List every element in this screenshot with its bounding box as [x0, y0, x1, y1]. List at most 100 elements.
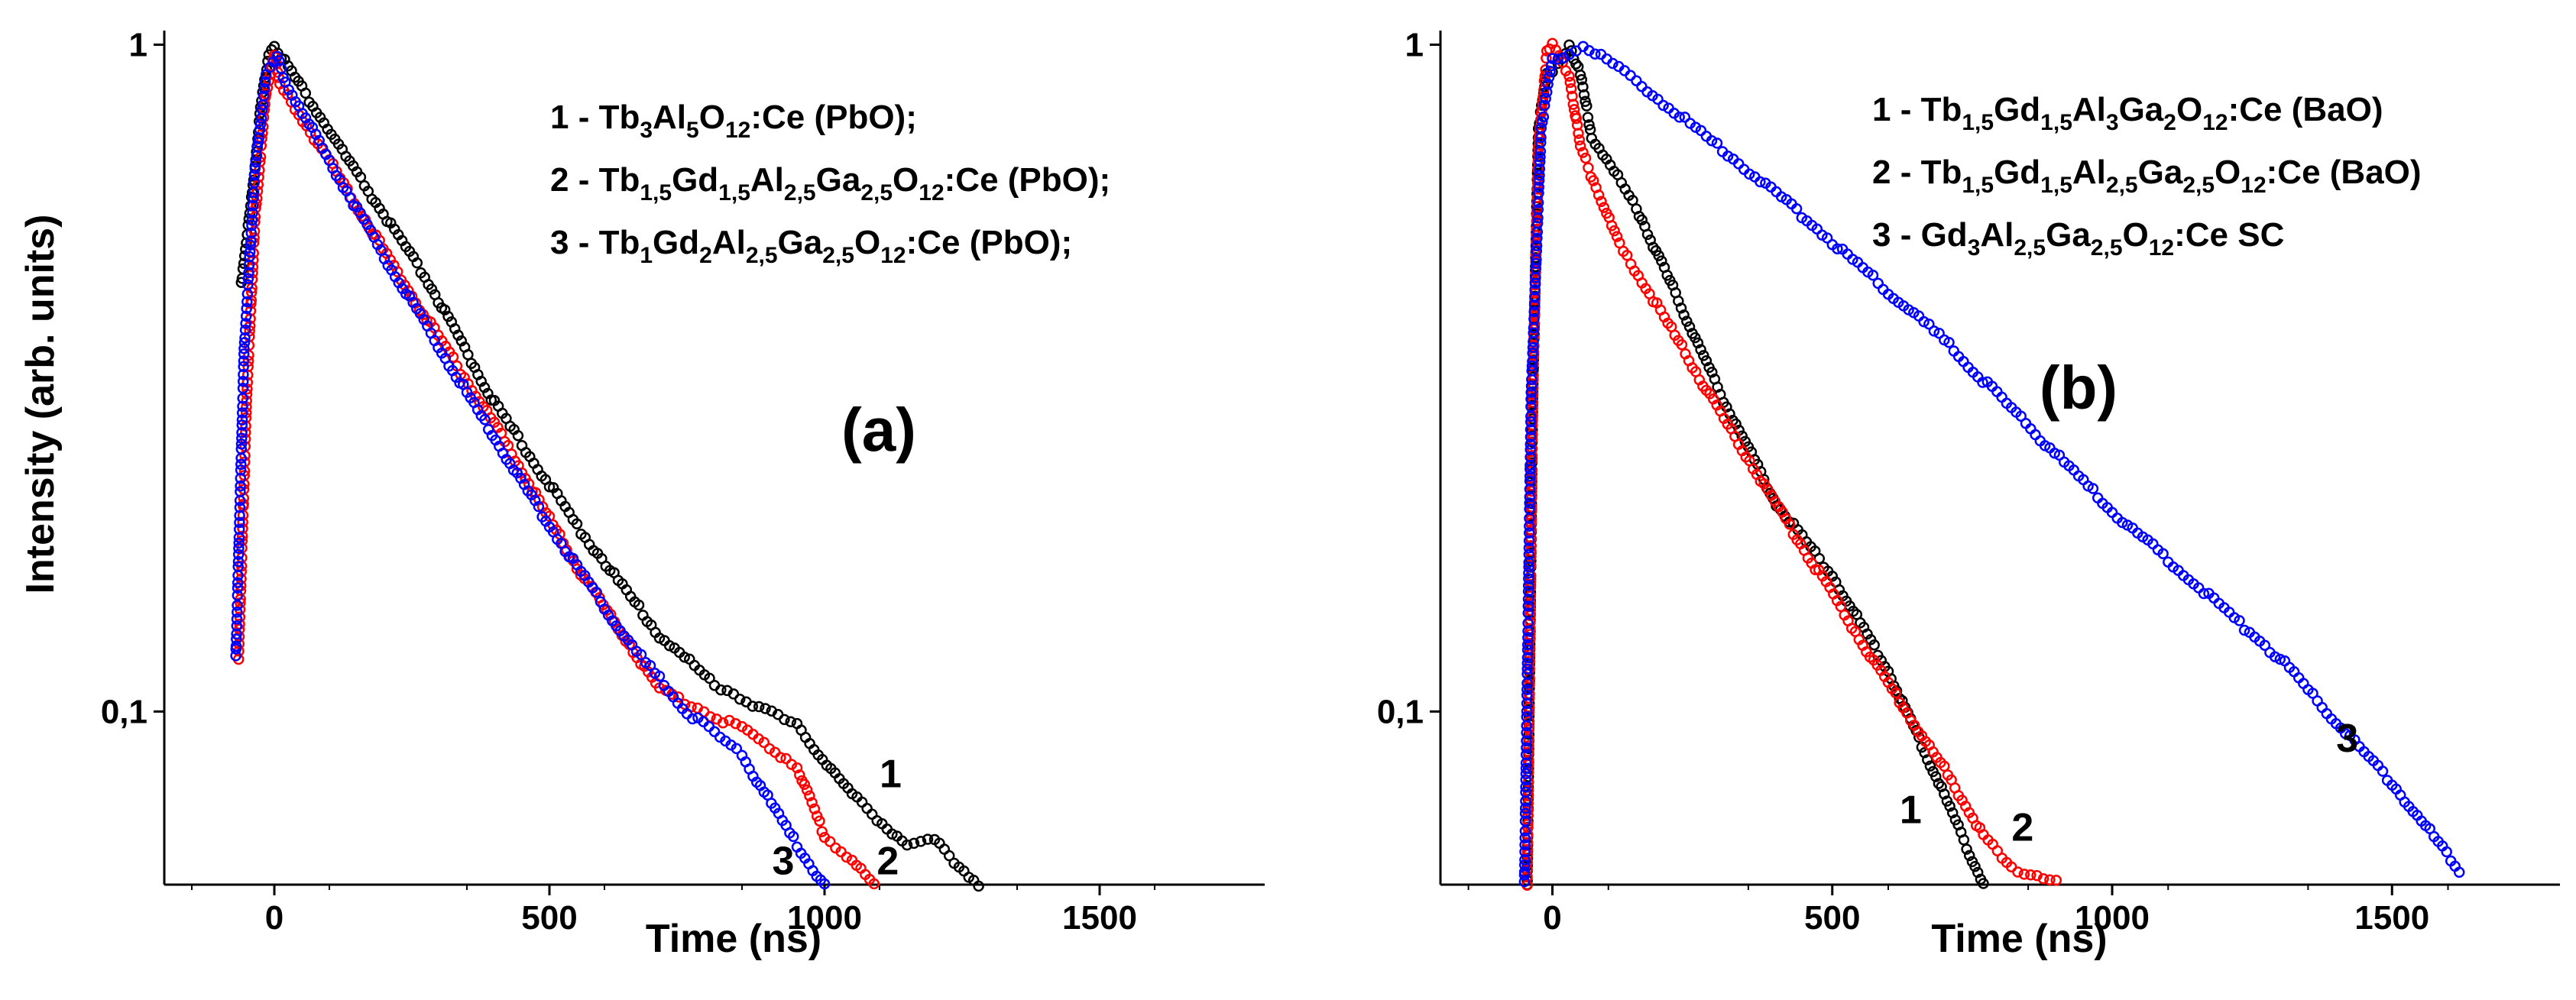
legend-text-part: Gd	[1994, 91, 2040, 128]
data-point	[780, 752, 792, 765]
data-point	[283, 84, 295, 95]
legend-subscript: 12	[2241, 173, 2266, 198]
data-point	[246, 219, 258, 231]
data-point	[1520, 781, 1531, 793]
data-point	[1706, 134, 1718, 147]
data-point	[1576, 74, 1588, 86]
data-point	[1535, 122, 1547, 134]
data-point	[2198, 587, 2210, 600]
data-point	[1690, 332, 1701, 344]
data-point	[915, 836, 927, 847]
data-point	[237, 400, 248, 413]
data-point	[239, 332, 251, 344]
data-point	[2025, 869, 2036, 881]
x-tick-label: 1500	[2354, 899, 2429, 937]
data-point	[922, 833, 934, 845]
data-point	[1832, 243, 1843, 254]
data-point	[238, 257, 250, 270]
legend-subscript: 12	[2202, 110, 2228, 135]
data-point	[2238, 624, 2250, 636]
data-point	[243, 267, 254, 279]
data-point	[1525, 423, 1537, 435]
data-point	[1524, 497, 1535, 509]
data-point	[1534, 163, 1546, 175]
data-point	[1522, 625, 1534, 637]
data-point	[1523, 535, 1535, 546]
data-point	[426, 283, 438, 295]
legend-entry-2: 2 - Tb1,5Gd1,5Al2,5Ga2,5O12:Ce (PbO);	[550, 161, 1110, 206]
legend-subscript: 2,5	[2014, 235, 2046, 261]
data-point	[233, 537, 245, 549]
data-point	[1636, 214, 1648, 226]
legend-text-part: Ga	[2119, 91, 2164, 128]
curve-label-3: 3	[2336, 717, 2358, 761]
data-point	[1977, 377, 1988, 388]
data-point	[237, 376, 249, 387]
legend-text-part: Al	[712, 224, 746, 261]
series-3	[230, 50, 831, 890]
data-point	[1656, 255, 1667, 267]
data-point	[1582, 112, 1594, 123]
legend-text-part: O	[699, 99, 725, 136]
data-point	[235, 472, 247, 484]
data-point	[1933, 327, 1945, 339]
data-point	[1525, 439, 1537, 450]
data-point	[231, 628, 242, 640]
data-point	[248, 176, 260, 189]
data-point	[1581, 100, 1593, 112]
data-point	[242, 279, 254, 291]
data-point	[806, 797, 818, 808]
y-axis-label: Intensity (arb. units)	[18, 215, 63, 594]
legend-text-part: Tb	[599, 224, 640, 261]
legend-subscript: 2,5	[2182, 173, 2215, 198]
data-point	[1944, 801, 1955, 812]
data-point	[1521, 727, 1532, 739]
data-point	[1674, 112, 1685, 123]
data-point	[1522, 607, 1534, 619]
x-tick-label: 1000	[2075, 899, 2150, 937]
data-point	[1963, 807, 1975, 818]
data-point	[1524, 475, 1536, 487]
data-point	[1574, 69, 1586, 81]
x-axis-label: Time (ns)	[646, 917, 821, 961]
data-point	[1755, 176, 1766, 188]
legend-subscript: 1,5	[1962, 110, 1994, 135]
data-point	[1522, 594, 1534, 605]
data-point	[1520, 749, 1532, 761]
data-point	[1526, 360, 1538, 372]
data-point	[886, 828, 898, 840]
data-point	[1519, 839, 1531, 851]
data-point	[1923, 318, 1935, 330]
y-tick-label: 0,1	[101, 693, 147, 730]
legend-text-part: O	[893, 161, 919, 199]
data-point	[1522, 580, 1534, 591]
data-point	[240, 310, 252, 322]
data-point	[241, 303, 252, 315]
data-point	[1744, 168, 1755, 180]
data-point	[1534, 156, 1546, 167]
data-point	[1525, 463, 1536, 475]
data-point	[260, 88, 272, 100]
data-point	[243, 259, 255, 270]
x-tick-label: 1000	[787, 899, 862, 937]
data-point	[861, 803, 873, 814]
legend-text-part: Gd	[1921, 216, 1968, 254]
data-point	[1587, 175, 1599, 186]
data-point	[247, 199, 259, 212]
legend-text-part: Gd	[1994, 154, 2040, 191]
data-point	[1522, 632, 1534, 644]
data-point	[1523, 573, 1534, 584]
data-point	[231, 633, 242, 645]
data-point	[303, 118, 315, 130]
data-point	[1609, 225, 1620, 237]
data-point	[1528, 306, 1540, 318]
data-point	[1534, 151, 1546, 163]
data-point	[1930, 771, 1942, 782]
data-point	[232, 582, 244, 594]
data-point	[411, 257, 423, 269]
data-point	[1528, 299, 1541, 311]
data-point	[1544, 66, 1556, 77]
data-point	[239, 324, 251, 336]
data-point	[244, 246, 256, 257]
legend-subscript: 1	[640, 243, 653, 268]
